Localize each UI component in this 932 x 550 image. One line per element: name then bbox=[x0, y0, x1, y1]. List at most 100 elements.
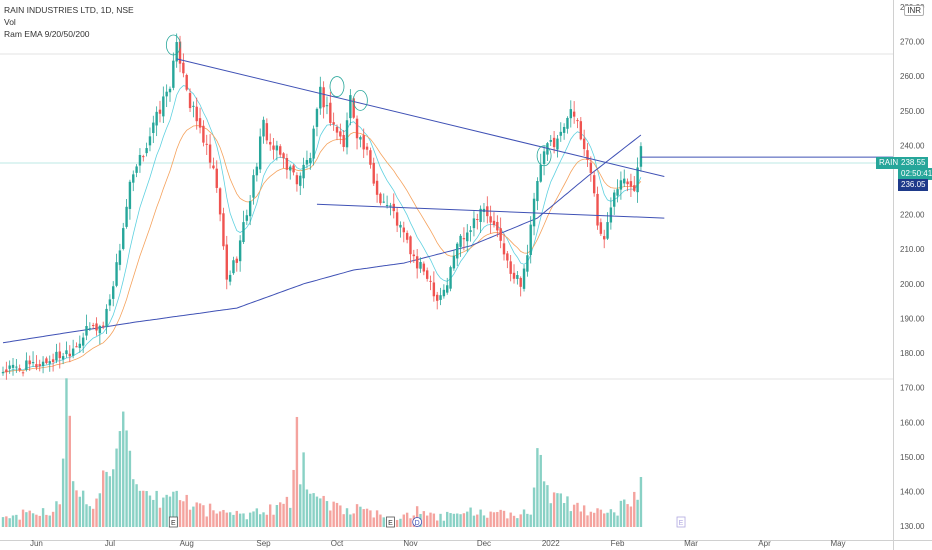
volume-bar bbox=[128, 450, 132, 527]
volume-bar bbox=[402, 514, 405, 527]
volume-bar bbox=[613, 512, 616, 527]
y-tick-label: 160.00 bbox=[900, 418, 925, 427]
volume-bar bbox=[606, 512, 609, 527]
volume-bar bbox=[552, 492, 556, 527]
candle-body bbox=[572, 111, 576, 117]
volume-bar bbox=[138, 490, 142, 527]
volume-bar bbox=[248, 512, 252, 527]
volume-bar bbox=[482, 515, 486, 527]
volume-bar bbox=[61, 458, 65, 527]
volume-bar bbox=[349, 514, 352, 527]
candle-body bbox=[232, 260, 235, 274]
volume-bar bbox=[108, 476, 112, 527]
volume-bar bbox=[399, 518, 402, 527]
candle-body bbox=[242, 222, 245, 243]
candle-body bbox=[425, 270, 429, 279]
volume-bar bbox=[422, 511, 426, 527]
candle-body bbox=[35, 364, 38, 368]
candle-body bbox=[499, 228, 502, 241]
volume-bar bbox=[102, 470, 105, 527]
candle-body bbox=[61, 356, 65, 360]
candle-body bbox=[258, 136, 262, 170]
highlight-circle bbox=[536, 145, 552, 167]
candle-body bbox=[202, 125, 205, 143]
x-tick-label: Oct bbox=[331, 539, 344, 548]
candle-body bbox=[238, 240, 242, 262]
volume-bar bbox=[476, 514, 479, 527]
candle-body bbox=[506, 253, 509, 261]
candle-body bbox=[142, 156, 145, 158]
volume-bar bbox=[282, 503, 285, 527]
volume-bar bbox=[325, 501, 329, 527]
candle-body bbox=[105, 308, 108, 327]
candle-body bbox=[85, 326, 88, 336]
candle-body bbox=[135, 166, 138, 173]
candle-body bbox=[81, 337, 85, 346]
volume-bar bbox=[559, 493, 562, 527]
volume-bar bbox=[105, 471, 108, 527]
volume-bar bbox=[272, 514, 275, 527]
volume-bar bbox=[509, 512, 512, 527]
candle-body bbox=[225, 244, 228, 280]
candle-body bbox=[332, 122, 335, 125]
candle-body bbox=[439, 295, 442, 300]
volume-bar bbox=[626, 504, 629, 527]
marker-label: D bbox=[415, 520, 420, 527]
candle-body bbox=[342, 134, 345, 147]
candle-body bbox=[145, 148, 148, 154]
candle-body bbox=[322, 87, 325, 108]
volume-bar bbox=[532, 487, 536, 527]
volume-bar bbox=[355, 504, 359, 527]
candle-body bbox=[529, 224, 532, 255]
chart-legend: RAIN INDUSTRIES LTD, 1D, NSE Vol Ram EMA… bbox=[4, 4, 134, 40]
candle-body bbox=[456, 243, 459, 259]
volume-bar bbox=[202, 505, 205, 527]
volume-bar bbox=[8, 518, 11, 527]
volume-bar bbox=[616, 515, 619, 527]
volume-bar bbox=[382, 517, 385, 527]
candle-body bbox=[319, 86, 322, 109]
candle-body bbox=[168, 88, 172, 93]
candle-body bbox=[182, 62, 185, 74]
volume-bar bbox=[225, 512, 228, 527]
volume-bar bbox=[238, 513, 242, 527]
volume-bar bbox=[292, 469, 295, 527]
candle-body bbox=[205, 143, 208, 145]
candle-body bbox=[492, 220, 496, 226]
volume-bar bbox=[449, 513, 452, 527]
y-tick-label: 190.00 bbox=[900, 314, 925, 323]
candle-body bbox=[496, 221, 499, 231]
candle-body bbox=[432, 282, 436, 297]
volume-bar bbox=[429, 512, 432, 527]
candle-body bbox=[215, 168, 218, 188]
candle-body bbox=[626, 181, 629, 185]
candle-body bbox=[132, 174, 135, 183]
volume-bar bbox=[165, 494, 168, 527]
volume-bar bbox=[158, 507, 162, 527]
volume-bar bbox=[489, 511, 492, 527]
volume-bar bbox=[265, 514, 269, 527]
volume-bar bbox=[255, 508, 259, 527]
highlight-circle bbox=[352, 89, 368, 111]
volume-bar bbox=[135, 484, 138, 527]
volume-bar bbox=[415, 506, 419, 527]
volume-bar bbox=[342, 514, 345, 527]
candle-body bbox=[305, 160, 309, 165]
volume-bar bbox=[205, 516, 208, 527]
candle-body bbox=[365, 146, 369, 150]
volume-bar bbox=[526, 513, 529, 527]
volume-bar bbox=[546, 485, 549, 527]
candle-body bbox=[552, 137, 556, 148]
volume-bar bbox=[41, 508, 45, 527]
candle-body bbox=[362, 135, 365, 150]
candle-body bbox=[576, 120, 579, 122]
volume-bar bbox=[556, 493, 559, 527]
candle-body bbox=[302, 164, 305, 179]
candle-body bbox=[539, 164, 542, 182]
candle-body bbox=[15, 366, 18, 368]
volume-bar bbox=[185, 494, 188, 527]
currency-badge[interactable]: INR bbox=[904, 5, 924, 16]
volume-bar bbox=[245, 519, 249, 527]
candle-body bbox=[212, 165, 215, 169]
